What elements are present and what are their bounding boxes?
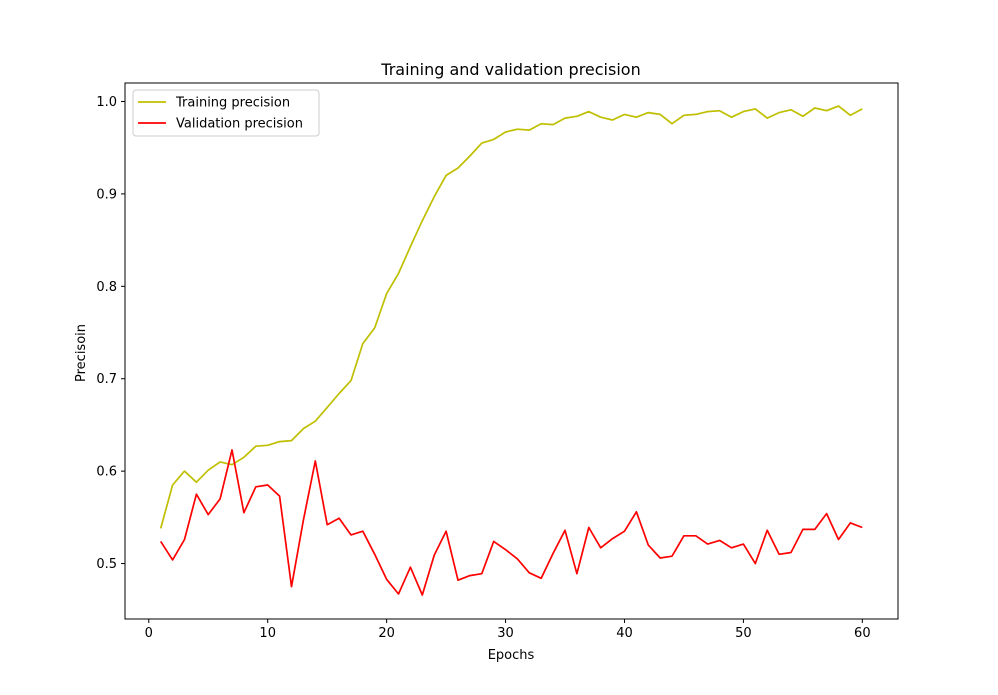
y-tick-label: 0.9 [96,187,117,202]
legend-box [132,89,320,137]
plot-lines [159,105,863,596]
x-tick-label: 20 [378,626,395,641]
x-tick-label: 60 [854,626,871,641]
chart-title: Training and validation precision [380,60,640,79]
x-tick-label: 0 [145,626,153,641]
legend: Training precision Validation precision [132,89,320,137]
y-axis: 0.5 0.6 0.7 0.8 0.9 1.0 [96,95,125,572]
x-axis: 0 10 20 30 40 50 60 [145,619,871,641]
x-axis-label: Epochs [488,648,535,663]
x-tick-label: 40 [616,626,633,641]
legend-label: Training precision [175,96,290,111]
y-tick-label: 1.0 [96,95,117,110]
y-tick-label: 0.6 [96,465,117,480]
y-tick-label: 0.7 [96,372,117,387]
y-tick-label: 0.5 [96,557,117,572]
y-axis-label: Precisoin [74,324,89,382]
series-line-training-precision [159,105,863,529]
series-line-validation-precision [159,449,863,596]
plot-frame [124,82,899,620]
x-tick-label: 50 [735,626,752,641]
x-tick-label: 10 [259,626,276,641]
y-tick-label: 0.8 [96,280,117,295]
legend-label: Validation precision [176,117,303,132]
x-tick-label: 30 [497,626,514,641]
